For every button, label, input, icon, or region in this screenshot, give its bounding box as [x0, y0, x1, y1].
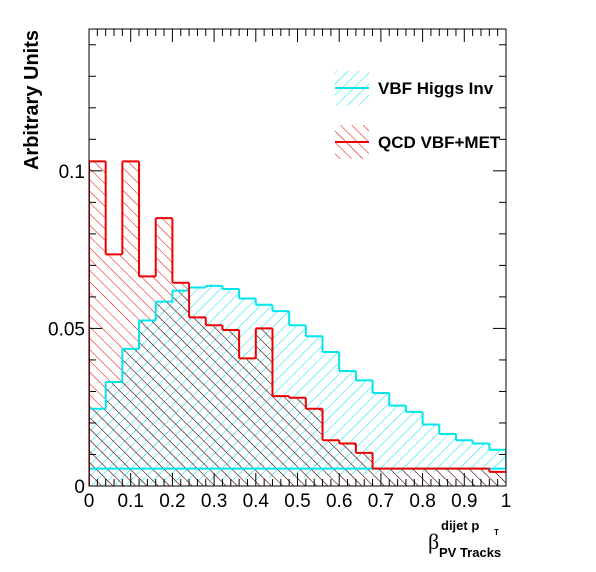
- x-tick-label: 0: [84, 491, 95, 512]
- y-axis-title: Arbitrary Units: [21, 30, 43, 170]
- x-tick-label: 0.4: [243, 491, 270, 512]
- legend: VBF Higgs Inv QCD VBF+MET: [335, 71, 501, 159]
- axis-ticks: [88, 29, 507, 487]
- y-tick-label: 0.05: [48, 319, 85, 340]
- x-tick-label: 0.7: [368, 491, 394, 512]
- legend-entry-qcd: QCD VBF+MET: [335, 125, 501, 159]
- x-tick-label: 0.2: [159, 491, 185, 512]
- x-tick-label: 0.1: [117, 491, 143, 512]
- x-tick-label: 0.9: [451, 491, 477, 512]
- x-tick-label: 1: [501, 491, 512, 512]
- y-tick-label: 0.1: [59, 162, 85, 183]
- histogram-outlines: [89, 160, 506, 486]
- legend-label-qcd: QCD VBF+MET: [378, 133, 501, 152]
- x-axis-title-superscript-sub: T: [494, 528, 499, 537]
- x-tick-label: 0.3: [201, 491, 227, 512]
- legend-label-vbf: VBF Higgs Inv: [378, 79, 494, 98]
- x-axis-title-superscript: dijet p: [441, 518, 479, 533]
- axis-tick-labels: 0 0.1 0.2 0.3 0.4 0.5 0.6 0.7 0.8 0.9 1 0 0.05 0.1: [48, 162, 511, 512]
- x-tick-label: 0.8: [409, 491, 435, 512]
- legend-entry-vbf: VBF Higgs Inv: [335, 71, 494, 105]
- x-tick-label: 0.6: [326, 491, 352, 512]
- x-axis-title-base: β: [428, 529, 439, 554]
- x-tick-label: 0.5: [284, 491, 310, 512]
- x-axis-title-subscript: PV Tracks: [439, 545, 501, 560]
- x-axis-title: β dijet p T PV Tracks: [428, 518, 501, 560]
- y-tick-label: 0: [74, 477, 85, 498]
- histogram-fills: [89, 161, 506, 486]
- series-fill-overlap: [89, 290, 506, 486]
